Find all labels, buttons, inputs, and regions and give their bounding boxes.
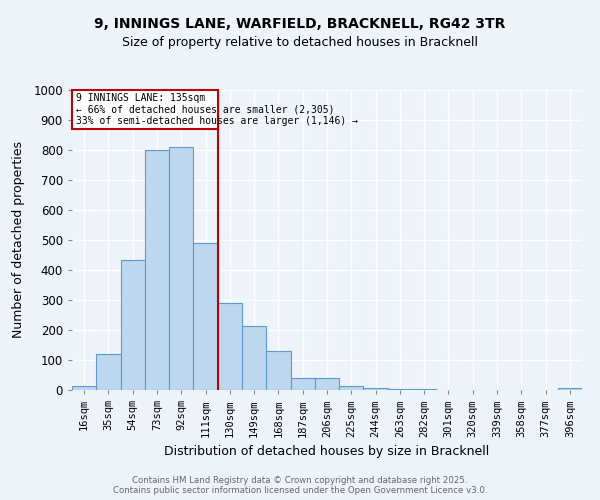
Bar <box>242 326 266 390</box>
X-axis label: Distribution of detached houses by size in Bracknell: Distribution of detached houses by size … <box>164 445 490 458</box>
FancyBboxPatch shape <box>72 90 218 129</box>
Text: Size of property relative to detached houses in Bracknell: Size of property relative to detached ho… <box>122 36 478 49</box>
Text: Contains HM Land Registry data © Crown copyright and database right 2025.
Contai: Contains HM Land Registry data © Crown c… <box>113 476 487 495</box>
Bar <box>315 378 339 390</box>
Text: 9 INNINGS LANE: 135sqm
← 66% of detached houses are smaller (2,305)
33% of semi-: 9 INNINGS LANE: 135sqm ← 66% of detached… <box>76 93 358 126</box>
Bar <box>558 388 582 390</box>
Bar <box>72 386 96 390</box>
Bar <box>145 150 169 390</box>
Bar <box>412 389 436 390</box>
Bar <box>364 388 388 390</box>
Bar <box>388 388 412 390</box>
Y-axis label: Number of detached properties: Number of detached properties <box>12 142 25 338</box>
Bar <box>339 386 364 390</box>
Bar <box>193 243 218 390</box>
Bar <box>169 147 193 390</box>
Bar <box>218 303 242 390</box>
Bar <box>290 378 315 390</box>
Bar <box>266 351 290 390</box>
Bar <box>96 354 121 390</box>
Bar <box>121 260 145 390</box>
Text: 9, INNINGS LANE, WARFIELD, BRACKNELL, RG42 3TR: 9, INNINGS LANE, WARFIELD, BRACKNELL, RG… <box>94 18 506 32</box>
